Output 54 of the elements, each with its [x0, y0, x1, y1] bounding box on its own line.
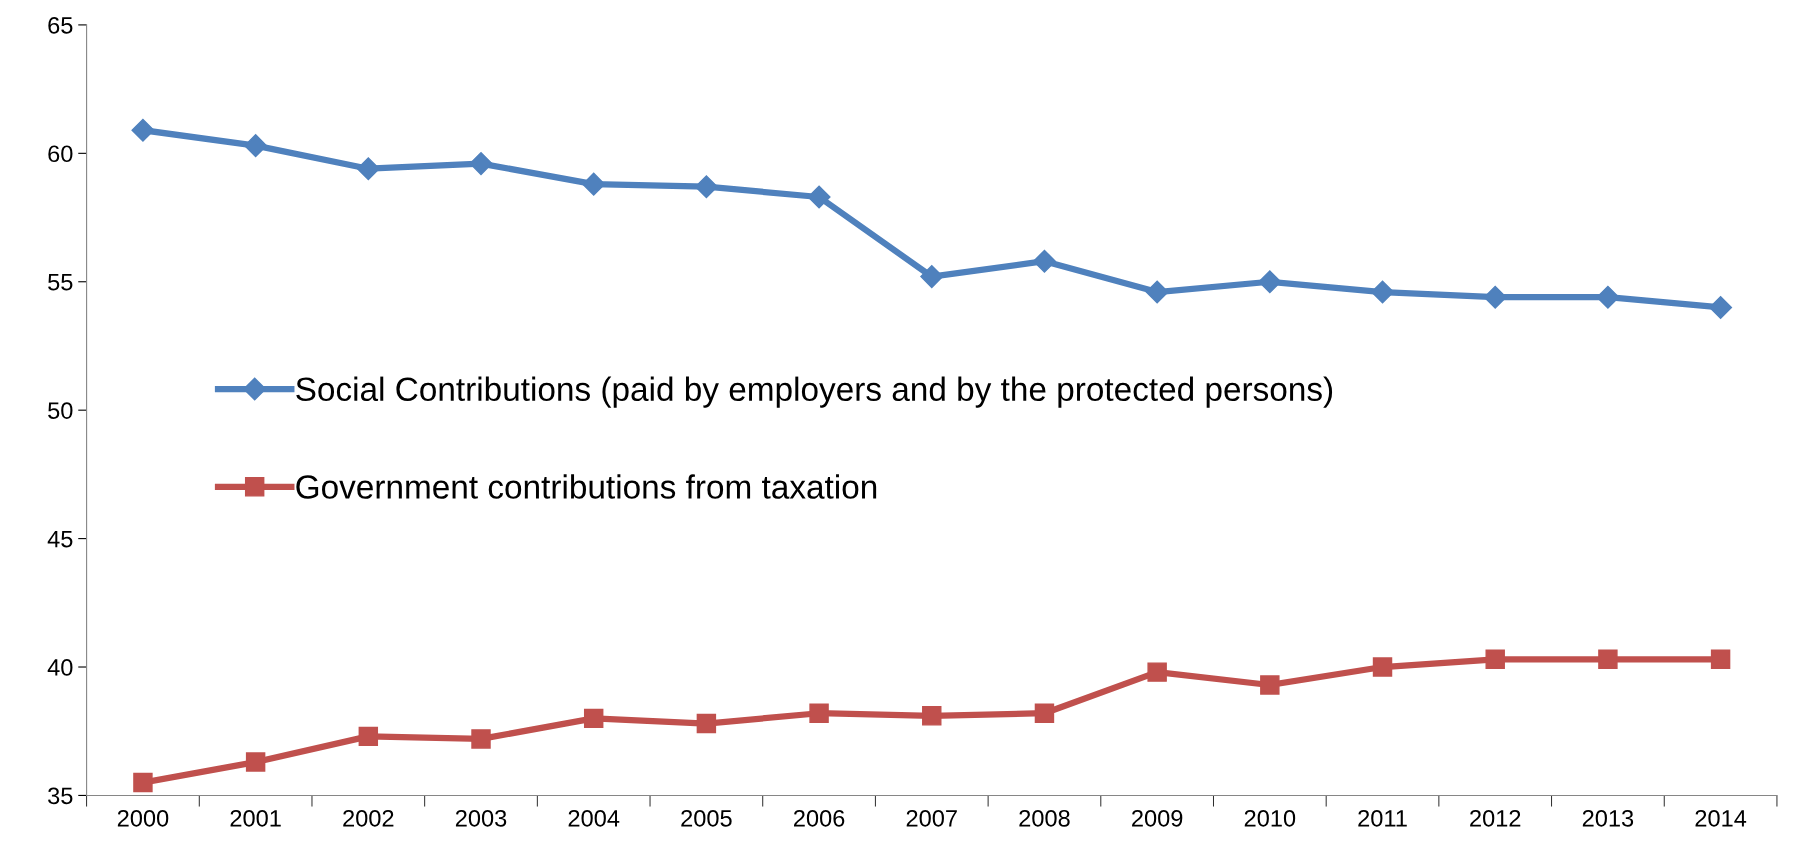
point — [1034, 703, 1055, 723]
point — [1147, 662, 1167, 682]
point — [358, 726, 379, 747]
x-tick-label: 2012 — [1470, 809, 1521, 827]
x-tick-label: 2003 — [455, 809, 507, 827]
x-tick-label: 2010 — [1244, 809, 1296, 827]
legend-label: Government contributions from taxation — [296, 474, 877, 499]
y-tick-label: 45 — [47, 530, 73, 548]
point — [809, 703, 829, 723]
point — [1485, 649, 1505, 670]
x-tick-label: 2011 — [1358, 809, 1407, 827]
y-tick-label: 40 — [47, 659, 73, 676]
y-tick-label: 55 — [48, 274, 73, 291]
point — [469, 152, 493, 176]
x-tick-label: 2002 — [343, 809, 394, 827]
point — [920, 265, 944, 289]
point — [1596, 285, 1620, 309]
point — [1032, 249, 1056, 273]
legend-label: Social Contributions (paid by employers and by the protected persons) — [296, 376, 1333, 408]
point — [582, 172, 606, 196]
point — [1260, 675, 1280, 695]
point — [133, 772, 153, 793]
x-tick-label: 2013 — [1582, 809, 1634, 827]
point — [356, 157, 380, 181]
x-tick-label: 2001 — [230, 809, 281, 827]
point — [1710, 649, 1731, 670]
point — [922, 706, 942, 726]
point — [1371, 280, 1395, 304]
x-tick-label: 2014 — [1695, 809, 1747, 827]
point — [1145, 280, 1169, 304]
point — [1598, 649, 1618, 670]
point — [807, 185, 831, 209]
y-tick-label: 65 — [48, 16, 73, 34]
point — [696, 713, 717, 734]
y-tick-label: 50 — [48, 402, 73, 419]
x-tick-label: 2008 — [1019, 809, 1070, 827]
x-tick-label: 2005 — [681, 809, 732, 827]
x-tick-label: 2007 — [906, 809, 957, 827]
x-tick-label: 2000 — [117, 809, 169, 827]
point — [244, 134, 268, 158]
point — [1258, 270, 1282, 294]
x-tick-label: 2006 — [794, 809, 845, 827]
x-tick-label: 2004 — [568, 809, 620, 827]
y-tick-label: 60 — [48, 145, 73, 163]
point — [1372, 657, 1393, 677]
x-tick-label: 2009 — [1132, 809, 1183, 827]
point — [1483, 285, 1507, 309]
point — [694, 175, 718, 199]
point — [1709, 295, 1733, 319]
y-tick-label: 35 — [48, 787, 73, 805]
point — [471, 729, 491, 749]
point — [245, 752, 266, 772]
point — [131, 118, 155, 142]
point — [583, 708, 604, 729]
